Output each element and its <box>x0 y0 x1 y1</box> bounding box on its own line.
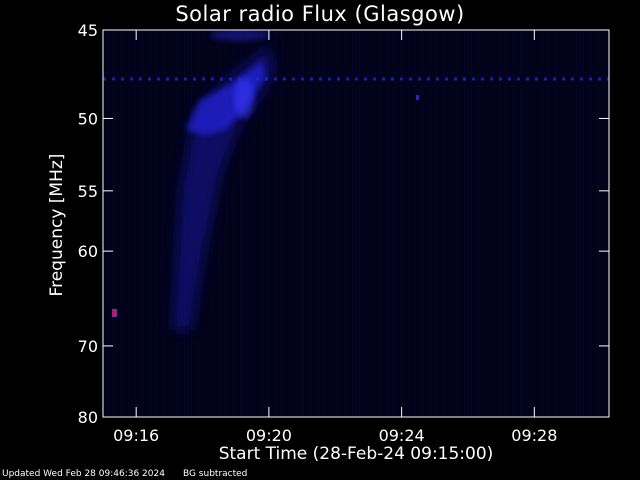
time-stripe <box>170 30 171 417</box>
burst-top <box>210 30 270 41</box>
time-stripe <box>394 30 395 417</box>
time-stripe <box>429 30 430 417</box>
time-stripe <box>177 30 178 417</box>
time-stripe <box>471 30 472 417</box>
time-stripe <box>520 30 521 417</box>
x-axis-label: Start Time (28-Feb-24 09:15:00) <box>218 444 494 464</box>
time-stripe <box>422 30 423 417</box>
time-stripe <box>114 30 115 417</box>
time-stripe <box>303 30 304 417</box>
time-stripe <box>149 30 150 417</box>
time-stripe <box>107 30 108 417</box>
time-stripe <box>604 30 605 417</box>
spectrogram <box>103 30 609 417</box>
time-stripe <box>415 30 416 417</box>
time-stripe <box>597 30 598 417</box>
y-tick-label: 80 <box>78 408 98 427</box>
time-stripe <box>247 30 248 417</box>
time-stripe <box>373 30 374 417</box>
time-stripe <box>506 30 507 417</box>
time-stripe <box>401 30 402 417</box>
time-stripe <box>555 30 556 417</box>
time-stripe <box>219 30 220 417</box>
y-tick-label: 55 <box>78 182 98 201</box>
x-tick-label: 09:20 <box>246 426 292 445</box>
time-stripe <box>387 30 388 417</box>
time-stripe <box>499 30 500 417</box>
time-stripe <box>275 30 276 417</box>
time-stripe <box>436 30 437 417</box>
time-stripe <box>485 30 486 417</box>
updated-text: Updated Wed Feb 28 09:46:36 2024 <box>2 469 165 479</box>
spot-left <box>112 309 117 317</box>
time-stripe <box>443 30 444 417</box>
burst-peak <box>234 78 254 118</box>
x-tick-label: 09:28 <box>511 426 557 445</box>
time-stripe <box>457 30 458 417</box>
time-stripe <box>233 30 234 417</box>
time-stripe <box>254 30 255 417</box>
plot-frame <box>102 29 610 418</box>
time-stripe <box>345 30 346 417</box>
time-stripe <box>226 30 227 417</box>
time-stripe <box>310 30 311 417</box>
time-stripe <box>163 30 164 417</box>
x-tick-label: 09:16 <box>113 426 159 445</box>
time-stripe <box>142 30 143 417</box>
y-tick-label: 70 <box>78 337 98 356</box>
time-stripe <box>296 30 297 417</box>
time-stripe <box>366 30 367 417</box>
time-stripe <box>492 30 493 417</box>
time-stripe <box>478 30 479 417</box>
x-axis: 09:16 09:20 09:24 09:28 <box>113 30 557 445</box>
chart-title: Solar radio Flux (Glasgow) <box>175 2 465 26</box>
time-stripe <box>331 30 332 417</box>
time-stripe <box>289 30 290 417</box>
time-stripe <box>562 30 563 417</box>
time-stripe <box>541 30 542 417</box>
time-stripe <box>121 30 122 417</box>
time-stripe <box>569 30 570 417</box>
time-stripe <box>408 30 409 417</box>
time-stripe <box>590 30 591 417</box>
time-stripes <box>107 30 605 417</box>
time-stripe <box>212 30 213 417</box>
y-tick-label: 50 <box>78 109 98 128</box>
time-stripe <box>317 30 318 417</box>
time-stripe <box>583 30 584 417</box>
time-stripe <box>352 30 353 417</box>
time-stripe <box>359 30 360 417</box>
y-axis: 45 50 55 60 70 80 <box>78 21 609 427</box>
time-stripe <box>338 30 339 417</box>
time-stripe <box>240 30 241 417</box>
time-stripe <box>268 30 269 417</box>
time-stripe <box>464 30 465 417</box>
time-stripe <box>513 30 514 417</box>
spot-right <box>416 95 419 100</box>
time-stripe <box>534 30 535 417</box>
time-stripe <box>135 30 136 417</box>
time-stripe <box>324 30 325 417</box>
y-tick-label: 60 <box>78 242 98 261</box>
time-stripe <box>282 30 283 417</box>
bg-note: BG subtracted <box>182 469 248 479</box>
time-stripe <box>576 30 577 417</box>
time-stripe <box>450 30 451 417</box>
time-stripe <box>380 30 381 417</box>
time-stripe <box>156 30 157 417</box>
x-tick-label: 09:24 <box>379 426 425 445</box>
time-stripe <box>527 30 528 417</box>
time-stripe <box>548 30 549 417</box>
time-stripe <box>128 30 129 417</box>
time-stripe <box>261 30 262 417</box>
footer: Updated Wed Feb 28 09:46:36 2024 BG subtr… <box>2 469 265 479</box>
y-tick-label: 45 <box>78 21 98 40</box>
